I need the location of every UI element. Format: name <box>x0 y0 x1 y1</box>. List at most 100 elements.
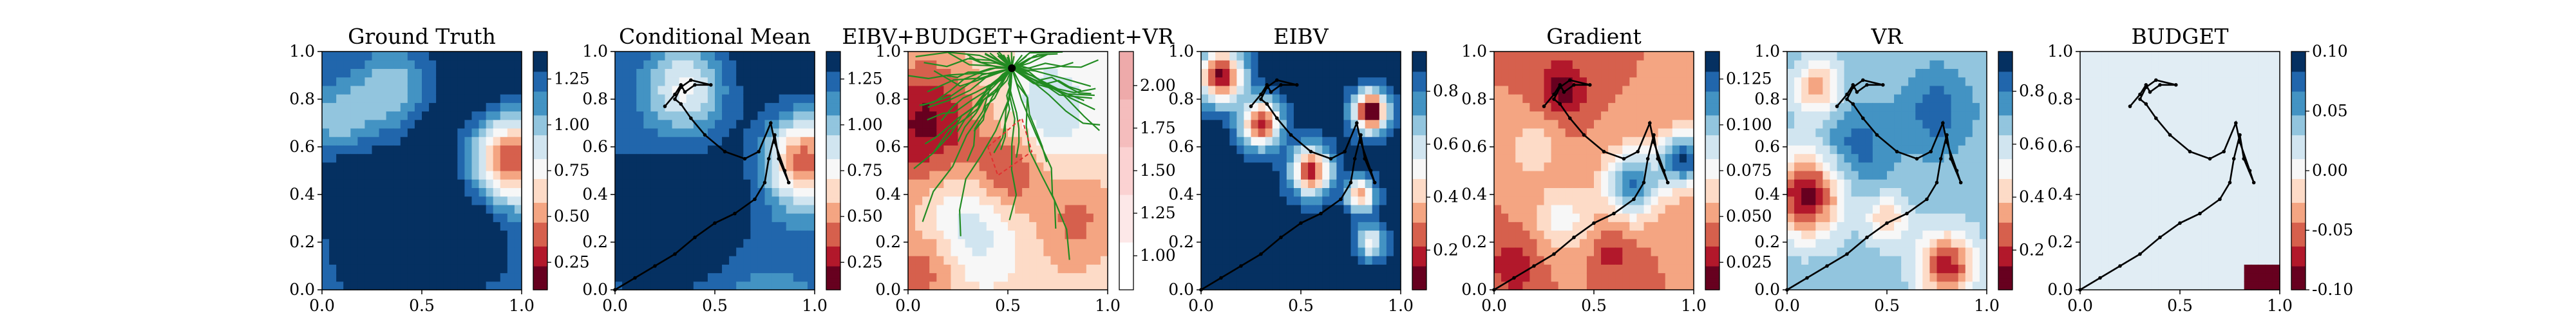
heatmap-cell <box>650 196 659 205</box>
heatmap-cell <box>729 230 737 240</box>
trajectory-point <box>1349 180 1353 185</box>
heatmap-cell <box>350 145 358 155</box>
heatmap-cell <box>965 145 973 155</box>
heatmap-cell <box>486 238 494 248</box>
heatmap-cell <box>336 222 344 231</box>
heatmap-cell <box>486 145 494 155</box>
heatmap-cell <box>1293 102 1302 112</box>
heatmap-cell <box>357 77 366 86</box>
heatmap-cell <box>1879 102 1888 112</box>
heatmap-cell <box>1079 238 1087 248</box>
heatmap-cell <box>379 68 387 78</box>
heatmap-cell <box>1636 196 1645 205</box>
heatmap-cell <box>736 264 744 274</box>
heatmap-cell <box>1244 145 1252 155</box>
heatmap-cell <box>1615 85 1623 95</box>
colorbar-segment <box>1412 52 1426 56</box>
heatmap-cell <box>1622 238 1630 248</box>
heatmap-cell <box>1636 179 1645 189</box>
heatmap-cell <box>622 162 630 171</box>
heatmap-cell <box>422 94 430 103</box>
colorbar-tick-label: 1.25 <box>1140 204 1176 222</box>
heatmap-cell <box>1100 94 1108 103</box>
heatmap-cell <box>1522 247 1530 256</box>
heatmap-cell <box>1787 281 1795 290</box>
heatmap-cell <box>1358 247 1366 256</box>
heatmap-cell <box>372 137 380 146</box>
heatmap-cell <box>1215 119 1223 129</box>
heatmap-cell <box>493 171 501 180</box>
heatmap-cell <box>1558 272 1566 282</box>
heatmap-cell <box>729 281 737 290</box>
heatmap-cell <box>1794 171 1802 180</box>
heatmap-cell <box>707 52 715 61</box>
heatmap-cell <box>779 60 787 70</box>
heatmap-cell <box>772 111 780 120</box>
colorbar-segment <box>533 194 547 199</box>
heatmap-cell <box>450 247 458 256</box>
heatmap-cell <box>722 171 730 180</box>
heatmap-cell <box>757 119 766 129</box>
heatmap-cell <box>1322 272 1330 282</box>
heatmap-cell <box>929 204 937 214</box>
heatmap-cell <box>636 102 644 112</box>
heatmap-cell <box>1079 179 1087 189</box>
heatmap-cell <box>1629 256 1638 265</box>
heatmap-cell <box>457 111 466 120</box>
colorbar-segment <box>1705 103 1719 108</box>
heatmap-cell <box>1787 77 1795 86</box>
heatmap-cell <box>1358 128 1366 137</box>
heatmap-cell <box>693 137 701 146</box>
heatmap-cell <box>779 128 787 137</box>
heatmap-cell <box>915 256 923 265</box>
heatmap-cell <box>793 204 801 214</box>
heatmap-cell <box>493 196 501 205</box>
heatmap-cell <box>407 111 415 120</box>
heatmap-cell <box>793 128 801 137</box>
heatmap-cell <box>1894 171 1902 180</box>
heatmap-cell <box>1222 52 1230 61</box>
heatmap-cell <box>1858 94 1866 103</box>
heatmap-cell <box>1050 171 1059 180</box>
heatmap-cell <box>1379 128 1387 137</box>
heatmap-cell <box>1679 222 1687 231</box>
heatmap-cell <box>1229 179 1237 189</box>
heatmap-cell <box>1608 222 1616 231</box>
heatmap-cell <box>1222 256 1230 265</box>
heatmap-cell <box>1815 162 1823 171</box>
heatmap-cell <box>1358 102 1366 112</box>
heatmap-cell <box>414 60 422 70</box>
heatmap-cell <box>1851 119 1859 129</box>
colorbar-segment <box>1705 71 1719 76</box>
heatmap-cell <box>1808 145 1816 155</box>
heatmap-cell <box>922 187 930 197</box>
heatmap-cell <box>1658 94 1666 103</box>
heatmap-cell <box>1015 196 1023 205</box>
colorbar-segment <box>1119 226 1133 231</box>
heatmap-cell <box>1343 204 1352 214</box>
heatmap-cell <box>1050 102 1059 112</box>
colorbar-segment <box>533 175 547 179</box>
heatmap-cell <box>1301 256 1309 265</box>
heatmap-cell <box>615 145 623 155</box>
heatmap-cell <box>1651 102 1659 112</box>
heatmap-cell <box>1608 272 1616 282</box>
heatmap-cell <box>407 94 415 103</box>
heatmap-cell <box>1050 247 1059 256</box>
heatmap-cell <box>1608 196 1616 205</box>
heatmap-cell <box>1365 60 1373 70</box>
heatmap-cell <box>650 111 659 120</box>
heatmap-cell <box>772 68 780 78</box>
heatmap-cell <box>1658 238 1666 248</box>
colorbar-segment <box>1119 103 1133 108</box>
heatmap-cell <box>1358 213 1366 222</box>
heatmap-cell <box>1036 68 1044 78</box>
heatmap-cell <box>679 68 687 78</box>
heatmap-cell <box>372 264 380 274</box>
heatmap-cell <box>1372 196 1380 205</box>
heatmap-cell <box>1372 272 1380 282</box>
heatmap-cell <box>1036 102 1044 112</box>
heatmap-cell <box>1872 281 1880 290</box>
heatmap-cell <box>1515 128 1523 137</box>
heatmap-cell <box>1372 60 1380 70</box>
